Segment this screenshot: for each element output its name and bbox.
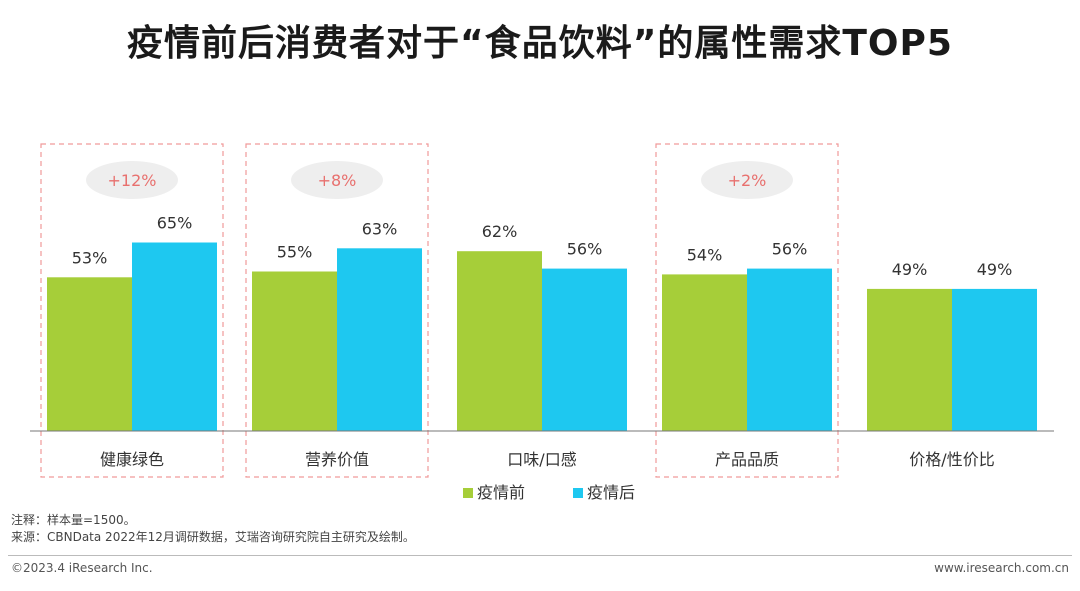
bar-before — [457, 251, 542, 431]
category-label: 产品品质 — [715, 450, 779, 469]
diff-pill — [291, 161, 383, 199]
website-text: www.iresearch.com.cn — [934, 561, 1069, 575]
legend-swatch — [573, 488, 583, 498]
value-label: 56% — [567, 240, 603, 259]
value-label: 56% — [772, 240, 808, 259]
source-note: 来源：CBNData 2022年12月调研数据，艾瑞咨询研究院自主研究及绘制。 — [11, 530, 415, 544]
value-label: 63% — [362, 219, 398, 238]
diff-pill — [701, 161, 793, 199]
value-label: 55% — [277, 243, 313, 262]
bar-after — [542, 268, 627, 431]
value-label: 53% — [72, 248, 108, 267]
value-label: 65% — [157, 214, 193, 233]
diff-label: +12% — [108, 171, 157, 190]
category-label: 口味/口感 — [507, 450, 576, 469]
category-label: 营养价值 — [305, 450, 369, 469]
diff-pill — [86, 161, 178, 199]
value-label: 49% — [977, 260, 1013, 279]
bar-before — [47, 277, 132, 431]
category-label: 价格/性价比 — [909, 450, 994, 469]
diff-label: +8% — [318, 171, 357, 190]
legend-swatch — [463, 488, 473, 498]
category-label: 健康绿色 — [100, 450, 164, 469]
bar-after — [952, 288, 1037, 431]
value-label: 49% — [892, 260, 928, 279]
footer-divider — [8, 555, 1072, 556]
bar-after — [337, 248, 422, 431]
bar-after — [747, 268, 832, 431]
highlight-box — [40, 143, 224, 478]
bar-before — [867, 288, 952, 431]
value-label: 62% — [482, 222, 518, 241]
highlight-box — [655, 143, 839, 478]
highlight-box — [245, 143, 429, 478]
bar-before — [662, 274, 747, 431]
legend-label: 疫情前 — [477, 483, 525, 502]
copyright-text: ©2023.4 iResearch Inc. — [11, 561, 153, 575]
bar-before — [252, 271, 337, 431]
value-label: 54% — [687, 245, 723, 264]
legend-label: 疫情后 — [587, 483, 635, 502]
bar-chart: +12% +8% +2% 53% 65% 健康绿色 55% 63% 营养价值 62% 56% 口味/口… — [30, 143, 1054, 502]
chart-title: 疫情前后消费者对于“食品饮料”的属性需求TOP5 — [127, 23, 953, 64]
bar-after — [132, 242, 217, 431]
diff-label: +2% — [728, 171, 767, 190]
sample-note: 注释：样本量=1500。 — [11, 513, 136, 527]
